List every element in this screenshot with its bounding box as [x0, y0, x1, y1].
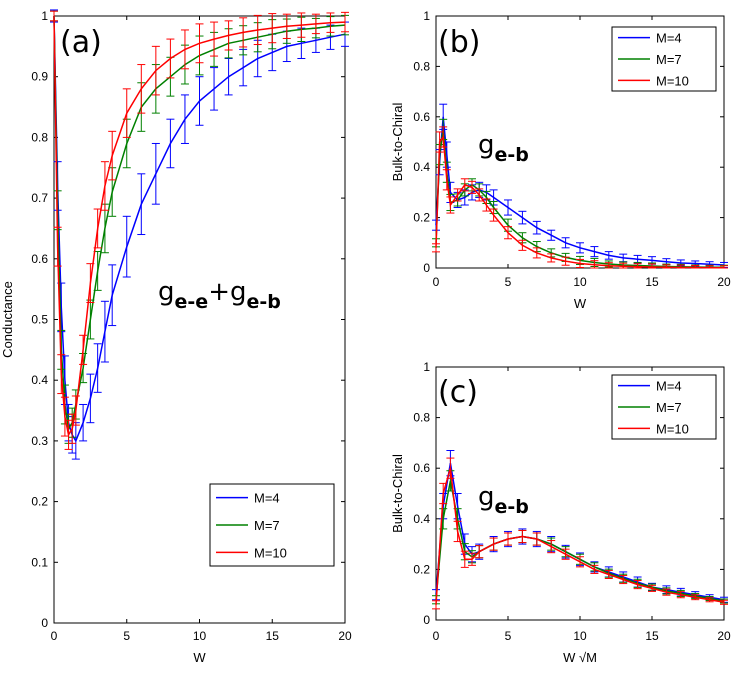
panel-label: (a)	[60, 25, 102, 60]
series-line	[435, 480, 725, 602]
y-tick-label: 0.7	[31, 191, 48, 205]
y-tick-label: 0.6	[413, 461, 430, 475]
y-tick-label: 1	[423, 360, 430, 374]
x-tick-label: 5	[505, 275, 512, 289]
x-tick-label: 20	[717, 629, 731, 643]
annotation: ge-b	[478, 482, 529, 518]
legend: M=4 M=7 M=10	[611, 26, 717, 92]
annotation-plus: +	[208, 277, 230, 307]
legend: M=4 M=7 M=10	[611, 374, 717, 440]
y-tick-label: 0.4	[413, 160, 430, 174]
series-m-4	[50, 9, 349, 460]
legend-entry: M=4	[656, 31, 682, 46]
y-tick-label: 0.6	[413, 110, 430, 124]
annotation-main2: g	[230, 277, 247, 307]
y-tick-label: 0	[423, 261, 430, 275]
annotation: ge-b	[478, 130, 529, 166]
y-tick-label: 0.4	[413, 512, 430, 526]
x-tick-label: 15	[645, 629, 659, 643]
panel-label: (b)	[438, 25, 480, 60]
legend-entry: M=7	[254, 518, 280, 533]
legend-entry: M=4	[656, 379, 682, 394]
panel-label: (c)	[438, 375, 478, 410]
x-axis-label: W	[193, 650, 206, 665]
y-tick-label: 0	[423, 613, 430, 627]
x-tick-label: 5	[505, 629, 512, 643]
y-tick-label: 0.1	[31, 555, 48, 569]
y-tick-label: 0.8	[31, 130, 48, 144]
chart-panel-b: 0 5 10 15 20 0 0.2 0.4 0.6 0.8 1 W Bulk-to-Chiral (b)…	[390, 9, 731, 311]
x-axis-label: W	[574, 296, 587, 311]
series-m-10	[432, 457, 728, 610]
y-tick-label: 0.2	[31, 495, 48, 509]
series-line	[53, 15, 346, 443]
y-tick-label: 0.2	[413, 211, 430, 225]
x-tick-label: 10	[573, 629, 587, 643]
y-tick-label: 0.4	[31, 373, 48, 387]
legend-entry: M=10	[254, 545, 287, 560]
series-line	[53, 15, 346, 431]
annotation-sub: e-b	[495, 144, 529, 166]
x-tick-label: 10	[573, 275, 587, 289]
x-tick-label: 15	[645, 275, 659, 289]
y-tick-label: 0.8	[413, 59, 430, 73]
legend-entry: M=7	[656, 400, 682, 415]
y-tick-label: 0.2	[413, 562, 430, 576]
legend-entry: M=7	[656, 52, 682, 67]
y-tick-label: 0	[41, 616, 48, 630]
x-tick-label: 10	[193, 629, 207, 643]
annotation-main: g	[478, 130, 495, 160]
x-axis-label: W √M	[563, 650, 597, 665]
y-tick-label: 1	[41, 9, 48, 23]
series-line	[435, 467, 725, 605]
chart-panel-c: 0 5 10 15 20 0 0.2 0.4 0.6 0.8 1 W √M Bulk-to-Chiral…	[390, 360, 731, 665]
legend-entry: M=10	[656, 73, 689, 88]
annotation-sub2: e-b	[247, 291, 281, 313]
chart-panel-a: 0 5 10 15 20 0 0.1 0.2 0.3 0.4 0.5 0.6 0.7 0.8 0.9 1 W Co…	[0, 9, 352, 665]
y-tick-label: 1	[423, 9, 430, 23]
y-axis-label: Bulk-to-Chiral	[390, 103, 405, 182]
x-tick-label: 5	[123, 629, 130, 643]
x-tick-label: 20	[338, 629, 352, 643]
legend-entry: M=10	[656, 421, 689, 436]
x-tick-label: 15	[266, 629, 280, 643]
annotation-main1: g	[158, 277, 175, 307]
y-tick-label: 0.9	[31, 70, 48, 84]
y-axis-label: Conductance	[0, 281, 15, 358]
series-m-10	[432, 126, 728, 269]
y-tick-label: 0.5	[31, 313, 48, 327]
legend-entry: M=4	[254, 491, 280, 506]
y-tick-label: 0.6	[31, 252, 48, 266]
series-line	[53, 15, 346, 437]
y-tick-label: 0.3	[31, 434, 48, 448]
x-tick-label: 0	[51, 629, 58, 643]
x-tick-label: 0	[433, 629, 440, 643]
series-m-7	[432, 470, 728, 605]
annotation-main: g	[478, 482, 495, 512]
legend: M=4 M=7 M=10	[209, 483, 335, 567]
x-tick-label: 0	[433, 275, 440, 289]
annotation-sub1: e-e	[175, 291, 209, 313]
annotation: ge-e+ge-b	[158, 277, 281, 313]
series-m-10	[50, 10, 349, 450]
y-tick-label: 0.8	[413, 411, 430, 425]
annotation-sub: e-b	[495, 496, 529, 518]
y-axis-label: Bulk-to-Chiral	[390, 454, 405, 533]
x-tick-label: 20	[717, 275, 731, 289]
